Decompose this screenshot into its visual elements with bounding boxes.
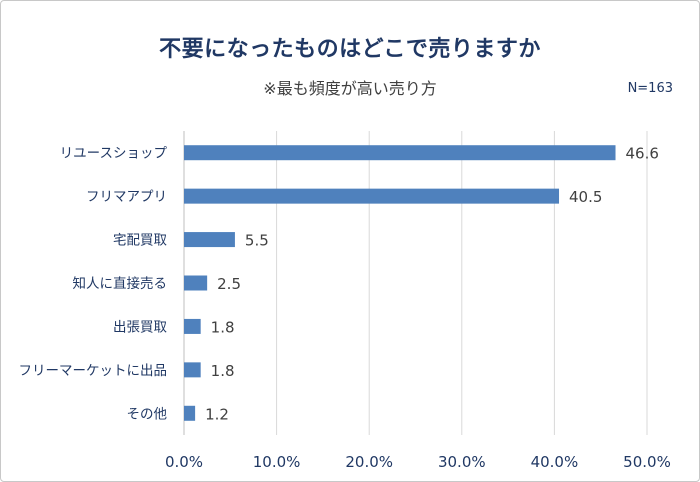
category-label: 宅配買取 [113,233,167,249]
data-label: 40.5 [569,188,602,206]
bar [184,232,235,248]
x-tick-label: 50.0% [623,453,671,471]
category-label: リユースショップ [60,146,168,162]
x-tick-label: 40.0% [531,453,579,471]
sample-size-note: N=163 [627,81,673,96]
x-tick-label: 30.0% [438,453,486,471]
bar [184,318,201,334]
category-label: フリーマーケットに出品 [19,363,168,379]
category-label: フリマアプリ [86,189,167,205]
bar [184,145,616,161]
category-label: 出張買取 [113,319,167,335]
bar [184,275,208,291]
x-tick-label: 10.0% [253,453,301,471]
x-tick-label: 0.0% [165,453,203,471]
bar [184,405,196,421]
data-label: 1.8 [211,318,235,336]
data-label: 1.8 [211,362,235,380]
data-label: 2.5 [217,275,241,293]
chart-title: 不要になったものはどこで売りますか [159,37,541,62]
bar [184,188,560,204]
data-label: 46.6 [626,145,659,163]
chart-subtitle: ※最も頻度が高い売り方 [263,79,437,98]
category-label: 知人に直接売る [73,275,168,292]
bar [184,362,201,378]
x-tick-label: 20.0% [345,453,393,471]
data-label: 1.2 [205,405,229,423]
data-label: 5.5 [245,232,269,250]
category-label: その他 [127,406,168,422]
